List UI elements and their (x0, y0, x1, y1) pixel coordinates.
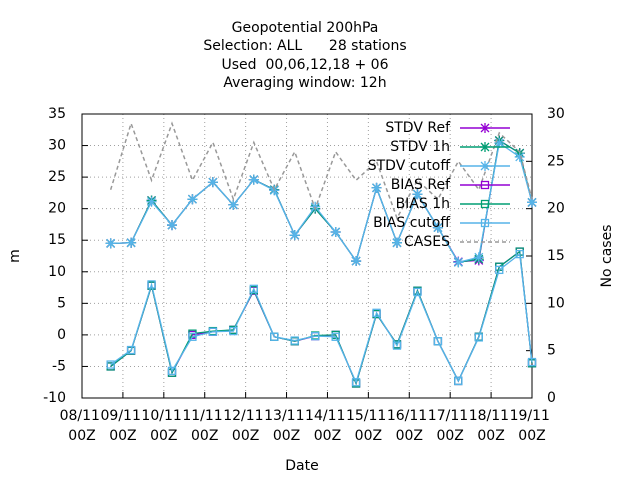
point-marker (126, 345, 136, 355)
y-tick-label: 10 (48, 264, 66, 280)
chart-title: Averaging window: 12h (223, 75, 386, 91)
x-tick-label: 09/11 00Z (101, 408, 146, 444)
x-tick-label: 12/11 00Z (223, 408, 268, 444)
point-marker (106, 360, 115, 369)
legend-label: BIAS 1h (396, 196, 450, 212)
point-marker (371, 182, 382, 193)
y-tick-label: 20 (48, 201, 66, 217)
legend-marker (480, 161, 490, 171)
x-tick-label: 10/11 00Z (141, 408, 186, 444)
point-marker (514, 151, 525, 162)
point-marker (413, 287, 422, 297)
y-tick-label: 30 (48, 138, 66, 154)
point-marker (432, 222, 443, 233)
point-marker (105, 238, 116, 249)
y-tick-label: 15 (48, 232, 66, 248)
point-marker (515, 249, 524, 259)
y-tick-label: 5 (57, 295, 66, 311)
point-marker (474, 333, 483, 342)
legend-label: STDV Ref (385, 120, 451, 136)
x-tick-label: 17/11 00Z (428, 408, 473, 444)
legend-label: STDV 1h (390, 139, 450, 155)
point-marker (208, 327, 218, 336)
y2-tick-label: 10 (547, 295, 565, 311)
y2-tick-label: 30 (547, 106, 565, 122)
x-axis-label: Date (285, 458, 318, 474)
x-tick-label: 19/11 00Z (510, 408, 555, 444)
point-marker (147, 280, 156, 289)
point-marker (412, 189, 423, 200)
x-tick-label: 13/11 00Z (264, 408, 309, 444)
legend-marker (480, 142, 490, 152)
y2-tick-label: 15 (547, 248, 565, 264)
point-marker (207, 177, 218, 188)
point-marker (330, 227, 341, 238)
point-marker (167, 366, 177, 376)
legend-marker (480, 180, 490, 190)
point-marker (270, 332, 279, 341)
x-tick-label: 11/11 00Z (182, 408, 227, 444)
chart-title: Geopotential 200hPa (232, 20, 379, 36)
point-marker (290, 336, 299, 345)
y2-tick-label: 20 (547, 201, 565, 217)
point-marker (126, 237, 137, 248)
point-marker (351, 256, 362, 267)
point-marker (433, 337, 443, 346)
point-marker (527, 357, 537, 367)
point-marker (351, 378, 361, 387)
x-tick-label: 14/11 00Z (305, 408, 350, 444)
legend-marker (480, 199, 490, 209)
x-tick-label: 16/11 00Z (387, 408, 432, 444)
point-marker (527, 197, 537, 208)
plot-frame (81, 113, 533, 399)
legend-label: BIAS cutoff (373, 215, 450, 231)
y-tick-label: -10 (43, 390, 66, 406)
legend-label: STDV cutoff (368, 158, 451, 174)
legend-label: BIAS Ref (391, 177, 451, 193)
point-marker (392, 341, 402, 350)
y2-tick-label: 0 (547, 390, 556, 406)
legend-marker (480, 123, 490, 133)
y2-axis-label: No cases (599, 225, 615, 288)
point-marker (249, 284, 258, 293)
point-marker (167, 220, 177, 231)
point-marker (187, 194, 198, 205)
point-marker (289, 230, 300, 241)
series-line (110, 141, 533, 264)
y-axis-label: m (7, 249, 23, 263)
y-tick-label: 25 (48, 169, 66, 185)
legend-label: CASES (404, 234, 450, 250)
y-tick-label: 35 (48, 106, 66, 122)
y-tick-label: -5 (52, 358, 66, 374)
series-line (110, 252, 533, 385)
point-marker (188, 332, 197, 341)
point-marker (495, 265, 504, 275)
point-marker (331, 332, 340, 341)
chart-title: Used 00,06,12,18 + 06 (222, 57, 389, 73)
y2-tick-label: 5 (547, 343, 556, 359)
chart-title: Selection: ALL 28 stations (203, 38, 406, 54)
point-marker (146, 196, 157, 207)
x-tick-label: 18/11 00Z (469, 408, 514, 444)
point-marker (311, 332, 320, 341)
point-marker (372, 308, 381, 317)
point-marker (494, 138, 505, 149)
point-marker (473, 252, 484, 263)
y2-tick-label: 25 (547, 153, 565, 169)
x-tick-label: 08/11 00Z (60, 408, 105, 444)
legend-marker (480, 218, 490, 228)
series-line (109, 121, 533, 220)
point-marker (228, 199, 239, 210)
point-marker (248, 174, 259, 185)
point-marker (392, 237, 402, 248)
point-marker (229, 326, 238, 336)
point-marker (454, 376, 463, 386)
y-tick-label: 0 (57, 327, 66, 343)
point-marker (453, 257, 464, 268)
x-tick-label: 15/11 00Z (346, 408, 391, 444)
